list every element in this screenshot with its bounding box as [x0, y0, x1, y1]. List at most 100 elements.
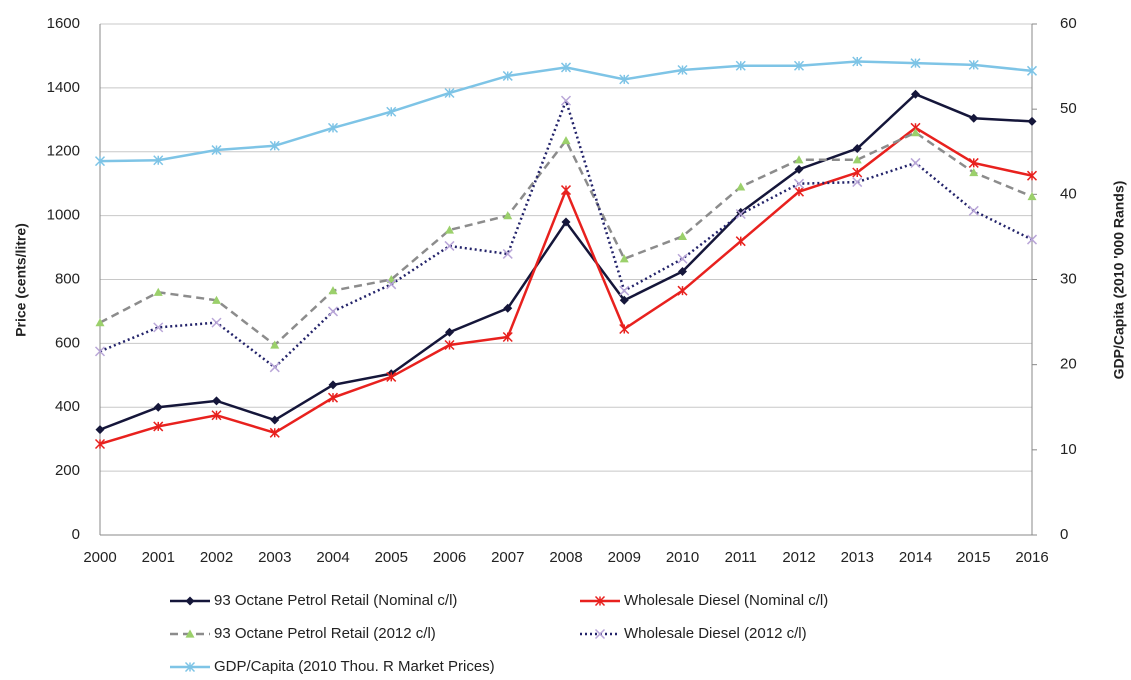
marker: [95, 425, 105, 435]
marker: [969, 113, 979, 123]
marker: [560, 95, 572, 106]
series: [95, 89, 1037, 435]
line: [99, 96, 1033, 369]
marker: [94, 156, 106, 167]
marker: [95, 318, 105, 327]
marker: [793, 60, 805, 71]
marker: [911, 128, 920, 137]
marker: [852, 144, 862, 154]
marker: [969, 168, 979, 177]
x-tick-label: 2006: [433, 549, 466, 566]
marker: [328, 286, 338, 295]
marker: [1026, 234, 1038, 245]
y2-tick-label: 10: [1060, 441, 1077, 458]
marker: [735, 236, 746, 247]
marker: [619, 323, 630, 335]
legend-label: 93 Octane Petrol Retail (Nominal c/l): [214, 592, 457, 609]
marker: [1026, 170, 1038, 181]
legend-marker: [185, 596, 195, 606]
series: [94, 95, 1038, 373]
marker: [852, 167, 863, 178]
legend-entry: 93 Octane Petrol Retail (2012 c/l): [170, 625, 436, 642]
marker: [211, 145, 222, 156]
legend-label: 93 Octane Petrol Retail (2012 c/l): [214, 625, 436, 642]
marker: [503, 211, 513, 220]
legend-label: GDP/Capita (2010 Thou. R Market Prices): [214, 658, 495, 675]
marker: [444, 87, 455, 99]
marker: [619, 254, 629, 263]
x-tick-label: 2010: [666, 549, 699, 566]
x-tick-label: 2014: [899, 549, 932, 566]
marker: [212, 396, 221, 406]
marker: [677, 285, 688, 296]
marker: [211, 410, 222, 421]
y-tick-label: 1400: [47, 79, 80, 96]
marker: [94, 346, 106, 357]
marker: [794, 155, 804, 164]
marker: [735, 208, 746, 220]
y-tick-label: 0: [72, 526, 80, 543]
marker: [269, 362, 280, 373]
marker: [910, 58, 921, 69]
marker: [212, 295, 221, 304]
marker: [619, 285, 630, 296]
series: [94, 56, 1038, 167]
marker: [793, 186, 805, 197]
marker: [502, 331, 513, 343]
marker: [561, 136, 571, 145]
marker: [560, 62, 572, 73]
marker: [852, 155, 862, 164]
marker: [1027, 116, 1037, 126]
y2-tick-label: 50: [1060, 100, 1077, 117]
x-tick-label: 2013: [841, 549, 874, 566]
x-tick-label: 2004: [316, 549, 349, 566]
marker: [153, 155, 164, 166]
marker: [968, 205, 979, 216]
marker: [794, 164, 804, 174]
legend-marker: [185, 629, 195, 638]
marker: [269, 427, 280, 438]
x-tick-label: 2011: [725, 549, 757, 566]
marker: [270, 340, 280, 349]
marker: [328, 380, 338, 390]
legend-entry: GDP/Capita (2010 Thou. R Market Prices): [170, 658, 495, 675]
y2-tick-label: 20: [1060, 356, 1077, 373]
y2-tick-label: 0: [1060, 526, 1068, 543]
marker: [211, 317, 222, 328]
marker: [153, 287, 163, 296]
y-tick-label: 800: [55, 270, 80, 287]
marker: [678, 267, 687, 277]
marker: [153, 402, 163, 412]
marker: [270, 415, 280, 425]
marker: [968, 59, 979, 70]
legend-entry: Wholesale Diesel (2012 c/l): [580, 625, 807, 642]
marker: [269, 140, 280, 151]
marker: [852, 56, 863, 67]
x-tick-label: 2000: [83, 549, 116, 566]
y-tick-label: 1600: [47, 15, 80, 32]
marker: [968, 157, 979, 168]
marker: [852, 177, 863, 188]
legend-marker: [184, 661, 196, 673]
x-tick-label: 2003: [258, 549, 291, 566]
marker: [94, 438, 106, 450]
x-tick-label: 2001: [142, 549, 175, 566]
y2-axis-label: GDP/Capita (2010 '000 Rands): [1111, 181, 1127, 380]
legend-entry: 93 Octane Petrol Retail (Nominal c/l): [170, 592, 457, 609]
y-tick-label: 200: [55, 462, 80, 479]
marker: [327, 392, 339, 403]
line: [99, 126, 1033, 446]
y2-tick-label: 60: [1060, 15, 1077, 32]
marker: [327, 122, 339, 133]
marker: [561, 217, 571, 227]
marker: [386, 279, 397, 290]
marker: [386, 371, 397, 382]
line: [99, 131, 1033, 347]
x-tick-label: 2016: [1015, 549, 1048, 566]
marker: [560, 185, 572, 196]
marker: [793, 178, 805, 189]
x-tick-label: 2005: [375, 549, 408, 566]
marker: [1026, 65, 1038, 76]
marker: [327, 306, 339, 317]
